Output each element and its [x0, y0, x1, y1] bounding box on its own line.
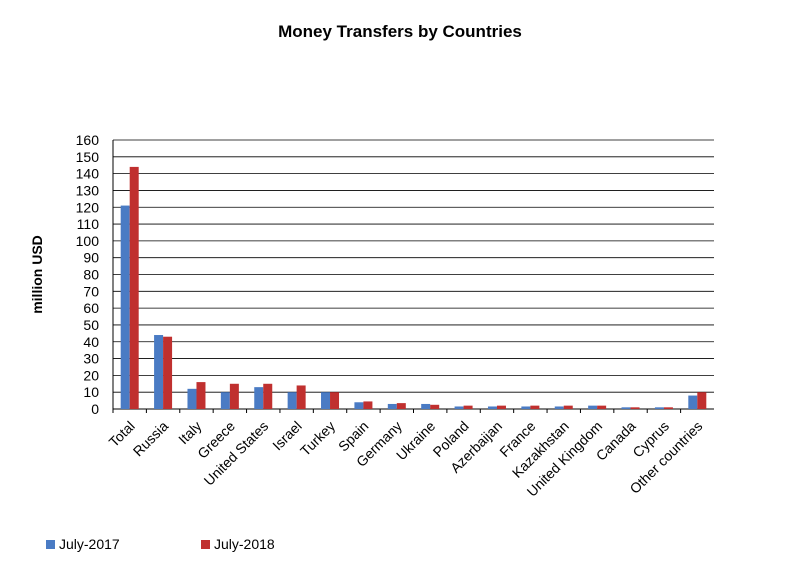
bar-july-2017-france	[521, 406, 531, 409]
bar-july-2017-poland	[454, 406, 464, 409]
bar-july-2018-total	[129, 166, 139, 409]
y-tick-label: 80	[83, 267, 99, 283]
y-tick-label: 160	[76, 132, 100, 148]
bar-july-2017-russia	[154, 335, 164, 409]
bar-july-2017-other-countries	[688, 395, 698, 409]
y-tick-label: 130	[76, 182, 100, 198]
bar-july-2017-azerbaijan	[487, 406, 497, 409]
y-tick-label: 0	[91, 401, 99, 417]
bar-july-2018-germany	[396, 403, 406, 409]
bar-july-2017-total	[120, 205, 130, 409]
bar-july-2018-united-states	[263, 383, 273, 409]
bar-july-2017-kazakhstan	[554, 406, 564, 409]
bar-july-2018-united-kingdom	[597, 405, 607, 409]
bar-july-2017-spain	[354, 402, 364, 409]
bar-july-2017-greece	[220, 392, 230, 409]
x-tick-label: Italy	[175, 418, 204, 447]
y-tick-label: 90	[83, 250, 99, 266]
y-tick-label: 50	[83, 317, 99, 333]
legend-swatch-2017	[46, 539, 55, 549]
bar-july-2017-israel	[287, 392, 297, 409]
bar-july-2017-ukraine	[421, 403, 431, 409]
y-tick-label: 120	[76, 199, 100, 215]
y-tick-label: 100	[76, 233, 100, 249]
bar-july-2017-turkey	[321, 392, 331, 409]
y-tick-label: 70	[83, 283, 99, 299]
bar-july-2018-russia	[163, 336, 173, 409]
y-tick-label: 10	[83, 384, 99, 400]
bar-july-2018-israel	[296, 385, 306, 409]
bar-july-2018-france	[530, 405, 540, 409]
bar-july-2017-cyprus	[654, 407, 664, 409]
legend-label-2017: July-2017	[59, 536, 120, 552]
bar-july-2018-kazakhstan	[563, 405, 573, 409]
bar-july-2018-poland	[463, 405, 473, 409]
bar-july-2018-greece	[229, 383, 239, 409]
bar-july-2018-turkey	[330, 392, 340, 409]
y-tick-label: 40	[83, 334, 99, 350]
legend-item-2018: July-2018	[201, 536, 275, 552]
bar-july-2017-united-states	[254, 387, 264, 409]
x-tick-label: Russia	[130, 418, 172, 460]
bar-july-2018-spain	[363, 401, 373, 409]
bar-july-2018-cyprus	[663, 407, 673, 409]
bar-july-2017-germany	[387, 403, 397, 409]
bar-july-2017-united-kingdom	[588, 405, 598, 409]
bar-july-2018-azerbaijan	[496, 405, 506, 409]
x-tick-label: Turkey	[297, 418, 338, 459]
legend-label-2018: July-2018	[214, 536, 275, 552]
legend-item-2017: July-2017	[46, 536, 120, 552]
y-tick-label: 60	[83, 300, 99, 316]
y-tick-label: 30	[83, 351, 99, 367]
legend-swatch-2018	[201, 539, 210, 549]
bar-july-2017-italy	[187, 388, 197, 409]
y-tick-label: 140	[76, 166, 100, 182]
y-tick-label: 150	[76, 149, 100, 165]
bar-july-2018-italy	[196, 382, 206, 409]
bar-july-2018-other-countries	[697, 392, 707, 409]
y-axis-label: million USD	[29, 235, 45, 314]
chart-title: Money Transfers by Countries	[278, 22, 522, 41]
bar-july-2018-ukraine	[430, 404, 440, 409]
bar-july-2018-canada	[630, 407, 640, 409]
y-tick-label: 110	[77, 216, 100, 232]
bar-july-2017-canada	[621, 407, 631, 409]
y-tick-label: 20	[83, 367, 99, 383]
